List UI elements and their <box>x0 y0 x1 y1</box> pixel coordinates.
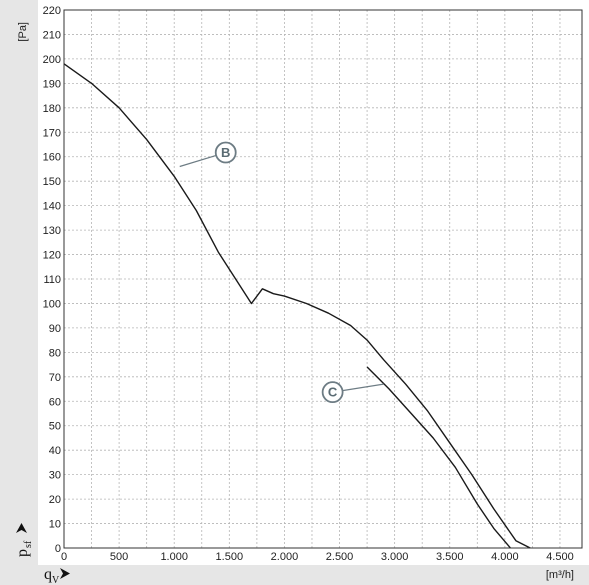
curve-label-b: B <box>221 145 230 160</box>
x-tick-label: 1.500 <box>216 551 244 563</box>
x-unit-label: [m³/h] <box>546 569 574 581</box>
y-tick-label: 10 <box>49 519 61 531</box>
curve-c <box>366 366 511 549</box>
y-tick-label: 130 <box>43 225 61 237</box>
y-tick-label: 210 <box>43 29 61 41</box>
y-unit-label: [Pa] <box>17 22 29 42</box>
x-tick-label: 3.000 <box>381 551 409 563</box>
y-axis-arrow-icon <box>16 523 27 533</box>
annotation-circle <box>214 141 237 164</box>
y-tick-label: 40 <box>49 445 61 457</box>
grid <box>64 9 582 549</box>
y-tick-label: 110 <box>43 274 61 286</box>
y-tick-label: 140 <box>43 201 61 213</box>
y-axis-ticks: 0 10 20 30 40 50 60 70 80 90 100 110 120 130 140 150 160… <box>43 5 61 555</box>
x-axis-arrow-icon <box>60 568 70 579</box>
y-tick-label: 20 <box>49 494 61 506</box>
x-axis-symbol: q V <box>44 566 70 585</box>
y-tick-label: 0 <box>55 543 61 555</box>
y-tick-label: 30 <box>49 470 61 482</box>
y-tick-label: 70 <box>49 372 61 384</box>
y-tick-label: 170 <box>43 127 61 139</box>
x-tick-label: 2.000 <box>271 551 299 563</box>
x-tick-label: 500 <box>110 551 128 563</box>
y-tick-label: 190 <box>43 78 61 90</box>
y-tick-label: 160 <box>43 152 61 164</box>
y-symbol: p <box>14 549 31 557</box>
x-tick-label: 3.500 <box>436 551 464 563</box>
y-tick-label: 50 <box>49 421 61 433</box>
y-tick-label: 80 <box>49 347 61 359</box>
x-symbol-sub: V <box>52 575 60 585</box>
x-axis-ticks: 0 500 1.000 1.500 2.000 2.500 3.000 3.500 4.000 4… <box>61 551 574 563</box>
annotation-circle <box>321 381 344 404</box>
y-symbol-sub: sf <box>23 540 34 548</box>
y-tick-label: 120 <box>43 250 61 262</box>
x-tick-label: 2.500 <box>326 551 354 563</box>
x-axis-band <box>0 565 589 585</box>
curve-b <box>63 63 531 549</box>
y-axis-symbol: p sf <box>14 523 34 557</box>
x-tick-label: 4.500 <box>546 551 574 563</box>
plot-frame <box>63 9 583 549</box>
x-tick-label: 4.000 <box>491 551 519 563</box>
x-tick-label: 0 <box>61 551 67 563</box>
curves <box>63 63 531 549</box>
annotation-leader <box>179 154 217 168</box>
y-axis-band <box>0 0 38 565</box>
y-tick-label: 150 <box>43 176 61 188</box>
x-symbol: q <box>44 566 52 583</box>
y-tick-label: 180 <box>43 103 61 115</box>
annotation-leader <box>342 383 384 392</box>
y-tick-label: 100 <box>43 298 61 310</box>
x-tick-label: 1.000 <box>160 551 188 563</box>
y-tick-label: 200 <box>43 54 61 66</box>
y-tick-label: 60 <box>49 396 61 408</box>
y-tick-label: 220 <box>43 5 61 17</box>
y-tick-label: 90 <box>49 323 61 335</box>
curve-annotations: BC <box>179 141 384 404</box>
curve-label-c: C <box>328 385 338 400</box>
